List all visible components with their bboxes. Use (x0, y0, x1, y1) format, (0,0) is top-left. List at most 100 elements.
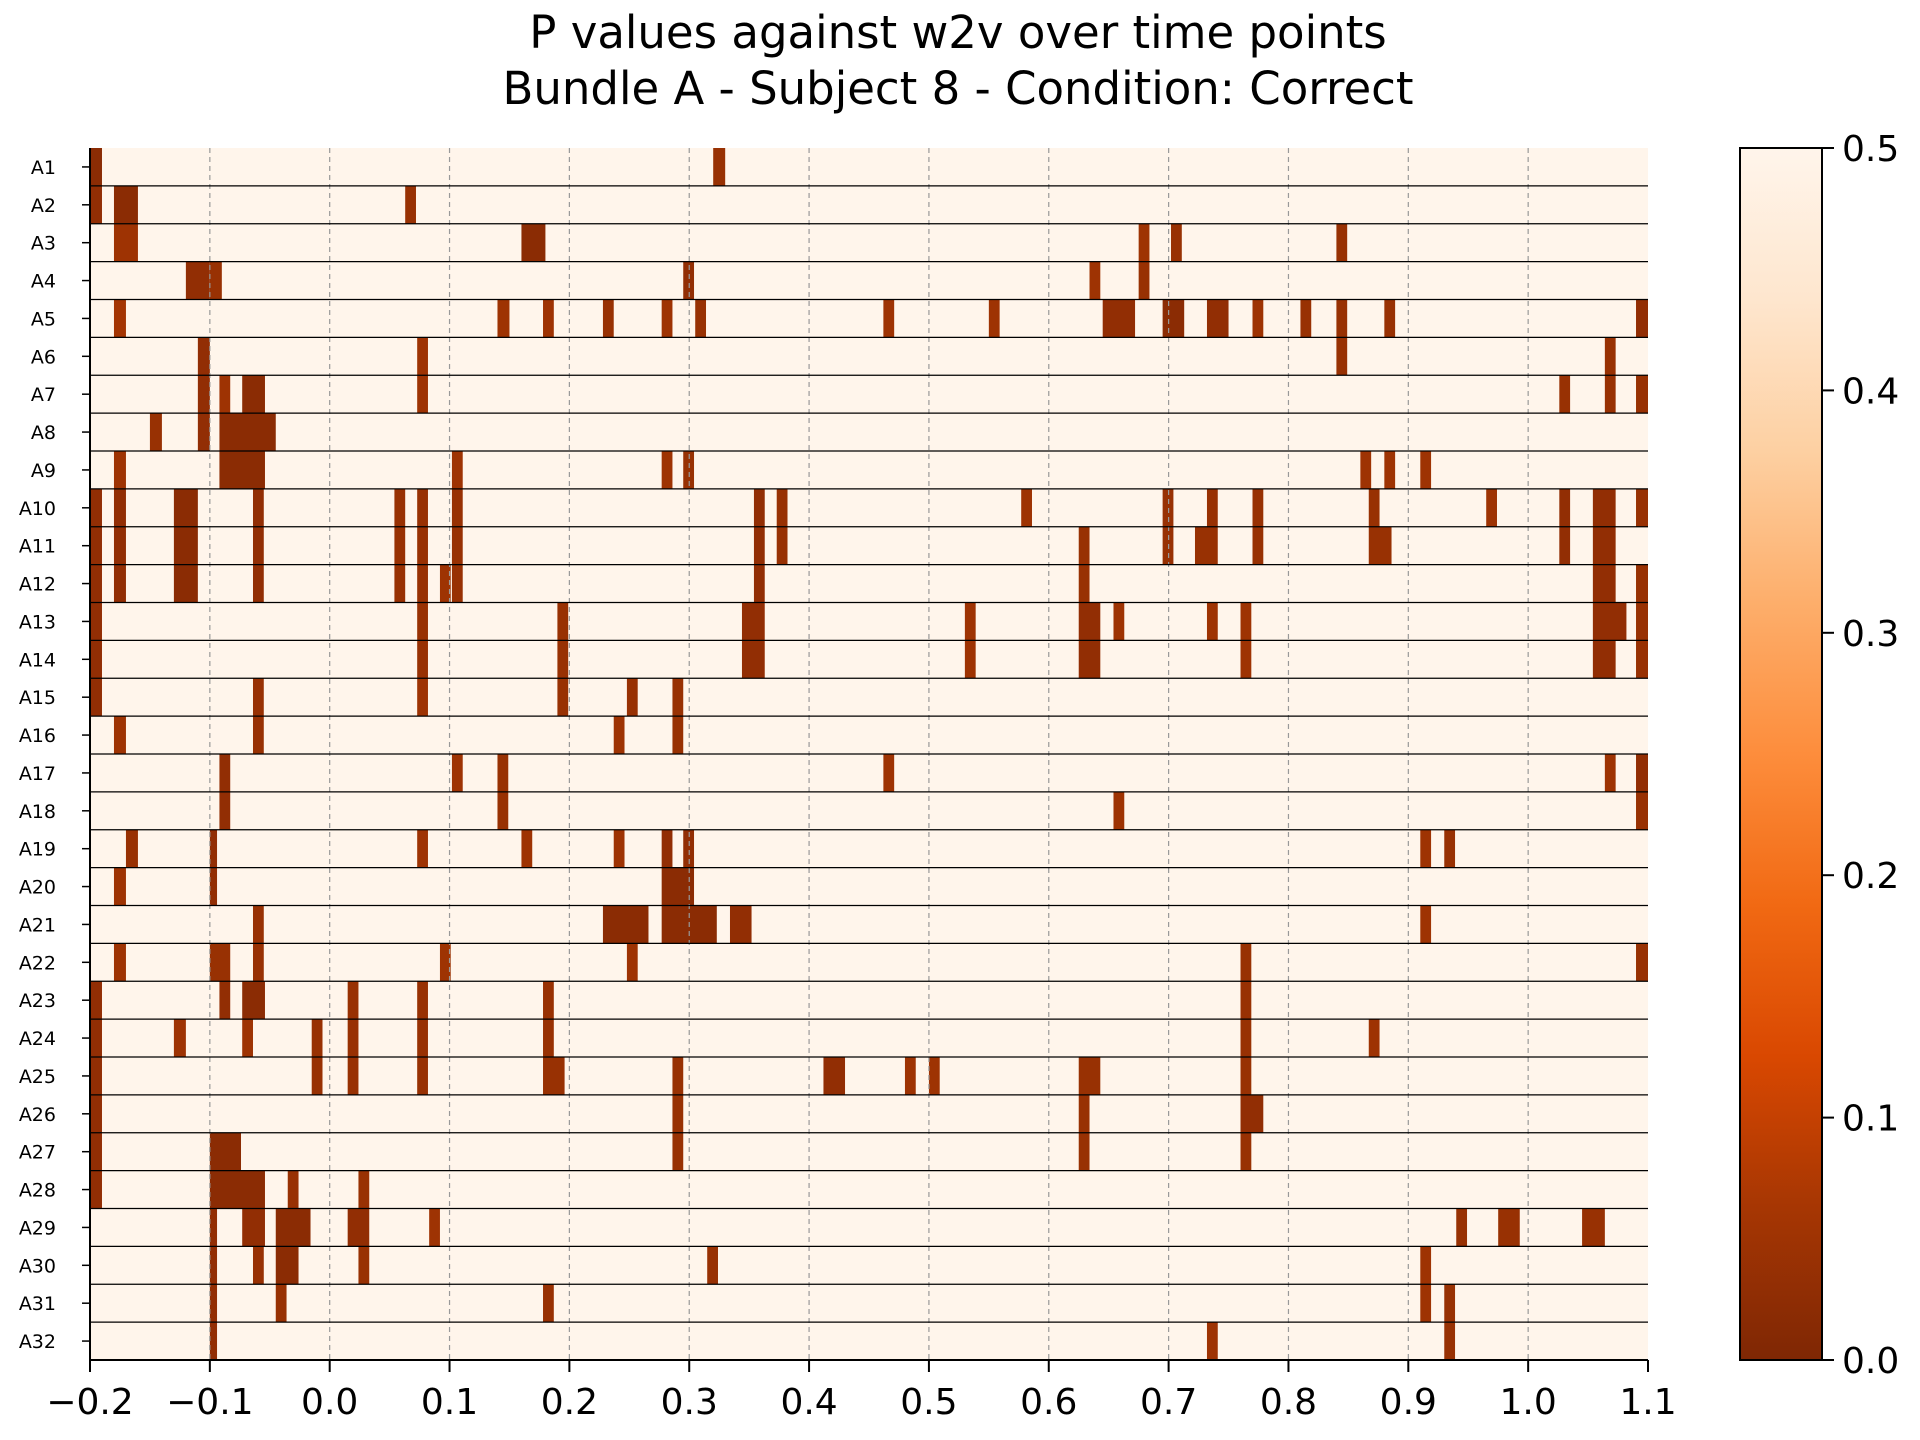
heatmap-cell-a25-10 (1240, 1057, 1252, 1095)
heatmap-cell-a5-4 (661, 299, 673, 338)
heatmap-cell-a11-1 (113, 526, 126, 565)
heatmap-cell-a17-0 (219, 754, 231, 792)
heatmap-cell-a5-13 (1336, 299, 1348, 338)
heatmap-cell-a24-7 (1240, 1019, 1252, 1057)
heatmap-cell-a6-1 (417, 337, 428, 376)
heatmap-cell-a22-3 (439, 943, 451, 982)
heatmap-cell-a31-1 (275, 1284, 287, 1323)
heatmap-cell-a14-7 (1592, 640, 1616, 679)
heatmap-row-a5 (90, 299, 1648, 338)
y-tick-label-a18: A18 (19, 801, 56, 823)
heatmap-row-a22 (90, 943, 1648, 982)
heatmap-cell-a17-3 (883, 754, 895, 792)
heatmap-cell-a12-0 (90, 564, 102, 603)
heatmap-cell-a3-2 (1138, 223, 1150, 262)
heatmap-cell-a15-4 (626, 678, 638, 717)
heatmap-row-a4 (90, 261, 1648, 300)
x-tick-label: 0.8 (1260, 1382, 1317, 1423)
heatmap-cell-a16-1 (252, 716, 264, 754)
y-tick-label-a12: A12 (19, 574, 56, 596)
heatmap-cell-a10-7 (753, 488, 765, 527)
y-tick-label-a16: A16 (19, 725, 56, 747)
heatmap-cell-a13-1 (417, 602, 428, 641)
heatmap-cell-a9-4 (683, 451, 695, 489)
heatmap-cell-a9-5 (1360, 451, 1372, 489)
heatmap-cell-a14-4 (964, 640, 976, 679)
heatmap-cell-a9-7 (1420, 451, 1432, 489)
heatmap-row-a31 (90, 1284, 1648, 1323)
heatmap-row-a15 (90, 678, 1648, 717)
heatmap-cell-a27-4 (1240, 1132, 1252, 1171)
y-tick-label-a24: A24 (19, 1028, 56, 1050)
heatmap-cell-a13-6 (1113, 602, 1125, 641)
heatmap-cell-a4-4 (1138, 261, 1150, 300)
heatmap-cell-a11-14 (1559, 526, 1571, 565)
heatmap-row-a8 (90, 413, 1648, 451)
heatmap-cell-a11-8 (776, 526, 788, 565)
heatmap-cell-a28-1 (209, 1170, 265, 1209)
y-tick-label-a23: A23 (19, 990, 56, 1012)
heatmap-cell-a23-5 (543, 981, 554, 1020)
x-axis: −0.2 −0.1 0.0 0.1 0.2 0.3 0.4 0.5 0.6 0.7 0.8 0.9 1.… (46, 1359, 1677, 1423)
y-tick-label-a1: A1 (31, 157, 56, 179)
heatmap-plot-area (90, 148, 1648, 1360)
heatmap-cell-a23-0 (90, 981, 102, 1020)
heatmap-cell-a19-5 (661, 829, 673, 868)
heatmap-cell-a29-7 (1582, 1208, 1605, 1247)
heatmap-cell-a14-0 (90, 640, 102, 679)
heatmap-cell-a7-6 (1636, 375, 1648, 414)
heatmap-cell-a5-14 (1384, 299, 1396, 338)
heatmap-cell-a17-4 (1604, 754, 1616, 792)
x-tick-label: −0.1 (166, 1382, 253, 1423)
heatmap-row-a1 (90, 148, 1648, 186)
heatmap-cell-a25-8 (928, 1057, 940, 1095)
heatmap-cell-a5-3 (602, 299, 614, 338)
heatmap-cell-a21-1 (602, 905, 649, 944)
heatmap-cell-a32-1 (1206, 1322, 1218, 1360)
heatmap-cell-a25-4 (543, 1057, 565, 1095)
heatmap-cell-a10-16 (1592, 488, 1616, 527)
heatmap-cell-a11-12 (1252, 526, 1264, 565)
heatmap-cell-a6-0 (197, 337, 210, 376)
heatmap-cell-a8-2 (219, 413, 276, 451)
heatmap-cell-a22-0 (113, 943, 126, 982)
x-tick-label: 0.9 (1380, 1382, 1437, 1423)
heatmap-cell-a10-14 (1486, 488, 1497, 527)
heatmap-cell-a5-8 (1102, 299, 1136, 338)
heatmap-cell-a7-3 (417, 375, 428, 414)
x-tick-label: 0.1 (421, 1382, 478, 1423)
x-tick-label: 1.1 (1619, 1382, 1676, 1423)
x-tick-label: 1.0 (1500, 1382, 1557, 1423)
x-tick-label: −0.2 (46, 1382, 133, 1423)
y-tick-label-a32: A32 (19, 1331, 56, 1353)
heatmap-cell-a10-15 (1559, 488, 1571, 527)
heatmap-row-a2 (90, 185, 1648, 224)
heatmap-cell-a3-4 (1336, 223, 1348, 262)
heatmap-cell-a2-2 (405, 185, 416, 224)
heatmap-cell-a31-0 (209, 1284, 218, 1323)
y-tick-label-a5: A5 (31, 308, 56, 330)
heatmap-cell-a5-2 (543, 299, 554, 338)
heatmap-cell-a12-3 (252, 564, 264, 603)
heatmap-cell-a19-2 (417, 829, 428, 868)
heatmap-cell-a9-3 (661, 451, 673, 489)
y-tick-label-a26: A26 (19, 1104, 56, 1126)
heatmap-cell-a30-3 (358, 1246, 370, 1285)
colorbar: 0.0 0.1 0.2 0.3 0.4 0.5 (1739, 129, 1899, 1382)
heatmap-cell-a11-6 (451, 526, 463, 565)
heatmap-cell-a22-1 (209, 943, 231, 982)
heatmap-cell-a12-4 (394, 564, 406, 603)
x-tick-label: 0.6 (1020, 1382, 1077, 1423)
heatmap-cell-a11-11 (1194, 526, 1218, 565)
heatmap-row-a3 (90, 223, 1648, 262)
heatmap-cell-a10-0 (90, 488, 102, 527)
heatmap-cell-a32-2 (1444, 1322, 1456, 1360)
heatmap-cell-a19-3 (521, 829, 533, 868)
heatmap-cell-a5-5 (695, 299, 707, 338)
heatmap-cell-a12-1 (113, 564, 126, 603)
x-tick-label: 0.5 (900, 1382, 957, 1423)
heatmap-cell-a15-5 (672, 678, 684, 717)
heatmap-cell-a26-0 (90, 1094, 102, 1133)
y-tick-label-a4: A4 (31, 271, 56, 293)
chart-title-line-2: Bundle A - Subject 8 - Condition: Correc… (502, 62, 1413, 115)
